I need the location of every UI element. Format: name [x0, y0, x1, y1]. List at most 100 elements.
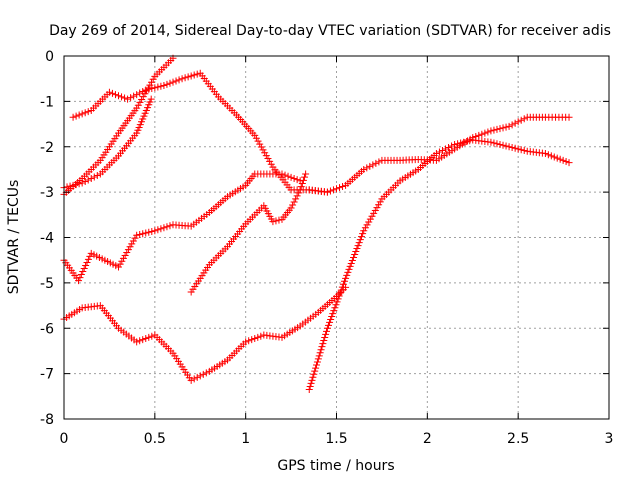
- data-point: [157, 82, 165, 90]
- data-point: [469, 134, 477, 142]
- data-point: [343, 271, 351, 279]
- data-point: [333, 185, 340, 193]
- data-point: [475, 131, 483, 139]
- data-point: [139, 336, 147, 344]
- data-point: [261, 149, 269, 157]
- data-point: [502, 142, 510, 150]
- data-point: [157, 225, 165, 233]
- data-point: [321, 333, 329, 341]
- series-track-8: [305, 113, 573, 196]
- x-tick-label: 2: [423, 431, 432, 447]
- data-point: [323, 188, 331, 196]
- data-point: [487, 127, 495, 135]
- data-point: [329, 310, 337, 318]
- data-point: [359, 230, 367, 238]
- data-point: [336, 184, 344, 192]
- y-tick-label: -8: [40, 412, 54, 428]
- data-point: [134, 101, 142, 109]
- data-point: [297, 183, 305, 191]
- data-point: [355, 239, 363, 247]
- data-point: [130, 92, 138, 100]
- data-point: [76, 274, 84, 282]
- data-point: [115, 263, 122, 271]
- data-point: [144, 104, 152, 112]
- data-point: [499, 124, 507, 132]
- data-point: [338, 283, 346, 291]
- data-point: [145, 101, 153, 109]
- data-point: [354, 242, 362, 250]
- data-point: [333, 298, 341, 306]
- data-point: [257, 332, 265, 340]
- data-point: [565, 159, 573, 167]
- data-point: [329, 186, 337, 194]
- data-point: [290, 175, 298, 183]
- data-point: [79, 268, 87, 276]
- data-point: [366, 162, 374, 170]
- data-point: [266, 157, 274, 165]
- data-point: [366, 215, 374, 223]
- data-point: [484, 128, 492, 136]
- data-point: [556, 155, 564, 163]
- data-point: [264, 155, 272, 163]
- x-tick-label: 1.5: [325, 431, 347, 447]
- data-point: [118, 257, 126, 265]
- data-point: [502, 123, 510, 131]
- data-point: [287, 173, 295, 181]
- x-tick-label: 1: [241, 431, 250, 447]
- data-point: [505, 143, 513, 151]
- data-point: [562, 157, 570, 165]
- data-point: [370, 209, 378, 217]
- y-tick-label: -1: [40, 94, 54, 110]
- data-point: [324, 321, 332, 329]
- data-point: [163, 223, 171, 231]
- data-point: [124, 95, 132, 103]
- data-point: [517, 116, 525, 124]
- data-point: [348, 256, 356, 264]
- data-point: [196, 372, 204, 380]
- data-point: [553, 154, 561, 162]
- data-point: [306, 382, 314, 390]
- series-track-7: [305, 136, 573, 394]
- y-tick-label: -5: [40, 276, 54, 292]
- data-point: [544, 151, 552, 159]
- data-point: [356, 236, 364, 244]
- data-point: [345, 265, 353, 273]
- data-point: [133, 91, 141, 99]
- data-point: [78, 110, 86, 118]
- data-point: [133, 104, 141, 112]
- grid: [64, 56, 609, 419]
- data-point: [302, 170, 310, 178]
- data-point: [334, 295, 342, 303]
- data-point: [375, 201, 383, 209]
- data-point: [187, 376, 195, 384]
- data-point: [87, 175, 95, 183]
- data-point: [322, 330, 330, 338]
- data-point: [139, 115, 147, 123]
- data-point: [251, 334, 259, 342]
- data-point: [257, 143, 265, 151]
- data-point: [284, 172, 292, 180]
- data-point: [308, 376, 316, 384]
- data-point: [146, 98, 154, 106]
- data-point: [369, 161, 377, 169]
- data-point: [135, 123, 143, 131]
- series-track-6: [187, 170, 310, 296]
- data-point: [505, 122, 513, 130]
- data-point: [142, 86, 150, 94]
- data-point: [139, 88, 147, 96]
- data-point: [128, 240, 136, 248]
- data-point: [368, 212, 376, 220]
- data-point: [84, 255, 92, 263]
- data-point: [160, 81, 168, 89]
- data-point: [108, 89, 116, 97]
- data-point: [90, 173, 98, 181]
- data-point: [310, 370, 318, 378]
- data-point: [301, 173, 309, 181]
- data-point: [82, 261, 90, 269]
- data-point: [313, 358, 321, 366]
- data-point: [142, 106, 150, 114]
- data-point: [245, 337, 253, 345]
- data-point: [138, 118, 146, 126]
- data-point: [481, 129, 489, 137]
- data-point: [275, 216, 283, 224]
